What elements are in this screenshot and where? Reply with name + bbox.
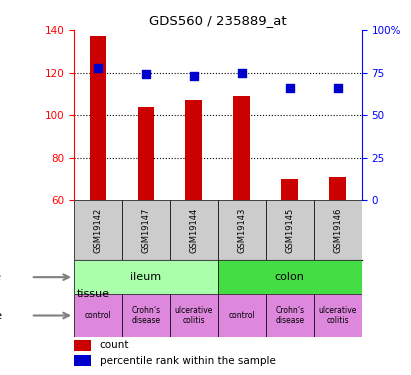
Text: Crohn’s
disease: Crohn’s disease (275, 306, 304, 325)
Text: GSM19143: GSM19143 (237, 208, 246, 253)
Point (191, 73, 197, 79)
FancyBboxPatch shape (122, 294, 170, 337)
FancyBboxPatch shape (74, 260, 218, 294)
Bar (74, 340, 91, 351)
Text: Crohn’s
disease: Crohn’s disease (132, 306, 160, 325)
FancyBboxPatch shape (266, 201, 314, 260)
FancyBboxPatch shape (170, 294, 218, 337)
Text: GSM19142: GSM19142 (93, 208, 102, 253)
FancyBboxPatch shape (266, 294, 314, 337)
Text: count: count (100, 340, 129, 350)
FancyBboxPatch shape (74, 201, 122, 260)
FancyBboxPatch shape (74, 294, 122, 337)
Text: percentile rank within the sample: percentile rank within the sample (100, 356, 276, 366)
Text: control: control (85, 311, 111, 320)
Text: colon: colon (275, 272, 305, 282)
Point (238, 70, 245, 76)
Text: control: control (229, 311, 255, 320)
Text: GSM19147: GSM19147 (141, 208, 150, 253)
Text: ulcerative
colitis: ulcerative colitis (175, 306, 213, 325)
Bar (282, 179, 298, 201)
Text: tissue: tissue (0, 272, 2, 282)
Point (335, 85, 341, 91)
FancyBboxPatch shape (218, 294, 266, 337)
Text: GSM19144: GSM19144 (189, 208, 199, 253)
Text: disease state: disease state (0, 310, 2, 321)
Bar (74, 355, 91, 366)
Bar (90, 36, 106, 201)
Point (95, 64, 101, 70)
Point (143, 71, 149, 77)
Text: tissue: tissue (77, 289, 110, 299)
Bar (329, 177, 346, 201)
Text: ileum: ileum (130, 272, 162, 282)
FancyBboxPatch shape (218, 260, 362, 294)
FancyBboxPatch shape (170, 201, 218, 260)
Text: ulcerative
colitis: ulcerative colitis (319, 306, 357, 325)
FancyBboxPatch shape (314, 294, 362, 337)
FancyBboxPatch shape (122, 201, 170, 260)
Point (286, 85, 293, 91)
Text: GSM19145: GSM19145 (285, 208, 294, 253)
Bar (138, 107, 154, 201)
Text: GSM19146: GSM19146 (333, 208, 342, 253)
Bar (233, 96, 250, 201)
Title: GDS560 / 235889_at: GDS560 / 235889_at (149, 15, 286, 27)
Bar (185, 100, 202, 201)
FancyBboxPatch shape (218, 201, 266, 260)
FancyBboxPatch shape (314, 201, 362, 260)
